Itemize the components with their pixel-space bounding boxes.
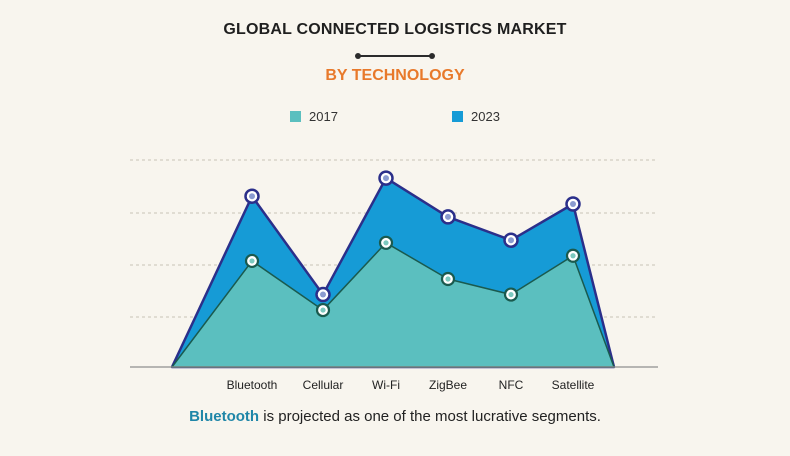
point-2023-inner-nfc	[508, 237, 514, 244]
point-2017-inner-zigbee	[445, 276, 451, 282]
point-2023-inner-cellular	[320, 291, 326, 298]
footnote: Bluetooth is projected as one of the mos…	[0, 408, 790, 425]
footnote-text: is projected as one of the most lucrativ…	[259, 408, 601, 425]
point-2017-inner-bluetooth	[249, 258, 255, 264]
x-tick-label-bluetooth: Bluetooth	[227, 378, 278, 392]
footnote-highlight: Bluetooth	[189, 408, 260, 425]
point-2023-inner-wi-fi	[383, 175, 389, 182]
x-tick-label-cellular: Cellular	[303, 378, 344, 392]
legend-swatch-2023	[452, 111, 463, 122]
point-2017-inner-nfc	[508, 291, 514, 298]
x-tick-label-wi-fi: Wi-Fi	[372, 378, 400, 392]
point-2017-inner-satellite	[570, 253, 576, 259]
x-tick-label-nfc: NFC	[499, 378, 524, 392]
legend-item-2023: 2023	[452, 109, 500, 124]
legend-item-2017: 2017	[290, 109, 338, 124]
x-tick-label-zigbee: ZigBee	[429, 378, 467, 392]
point-2017-inner-wi-fi	[383, 240, 389, 246]
legend-label-2023: 2023	[471, 109, 500, 124]
title-divider	[355, 53, 435, 59]
point-2023-inner-satellite	[570, 200, 576, 207]
legend-label-2017: 2017	[309, 109, 338, 124]
chart-title: GLOBAL CONNECTED LOGISTICS MARKET	[223, 21, 567, 38]
chart-subtitle: BY TECHNOLOGY	[325, 67, 465, 84]
x-tick-label-satellite: Satellite	[552, 378, 595, 392]
point-2017-inner-cellular	[320, 307, 326, 313]
point-2023-inner-zigbee	[445, 213, 451, 220]
legend-swatch-2017	[290, 111, 301, 122]
point-2023-inner-bluetooth	[249, 193, 255, 200]
